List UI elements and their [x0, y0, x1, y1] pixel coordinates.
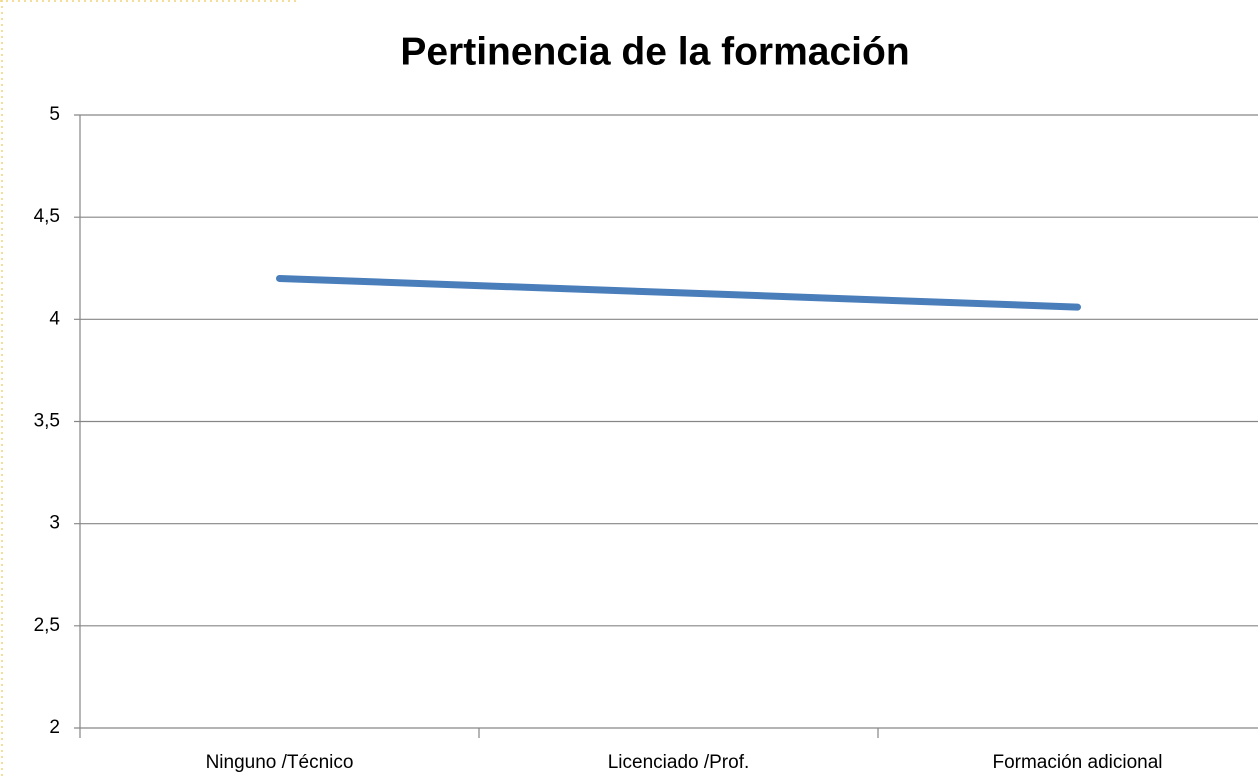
- chart-title: Pertinencia de la formación: [400, 30, 909, 73]
- x-tick-label: Licenciado /Prof.: [608, 752, 750, 773]
- line-series: [276, 274, 1081, 311]
- y-tick-label: 2,5: [34, 615, 60, 636]
- y-tick-label: 3,5: [34, 411, 60, 432]
- y-tick-label: 4: [49, 308, 60, 329]
- x-tick-label: Formación adicional: [992, 752, 1162, 773]
- x-tick-label: Ninguno /Técnico: [206, 752, 354, 773]
- y-tick-label: 4,5: [34, 206, 60, 227]
- y-tick-label: 5: [49, 104, 60, 125]
- y-tick-label: 2: [49, 717, 60, 738]
- y-tick-label: 3: [49, 513, 60, 534]
